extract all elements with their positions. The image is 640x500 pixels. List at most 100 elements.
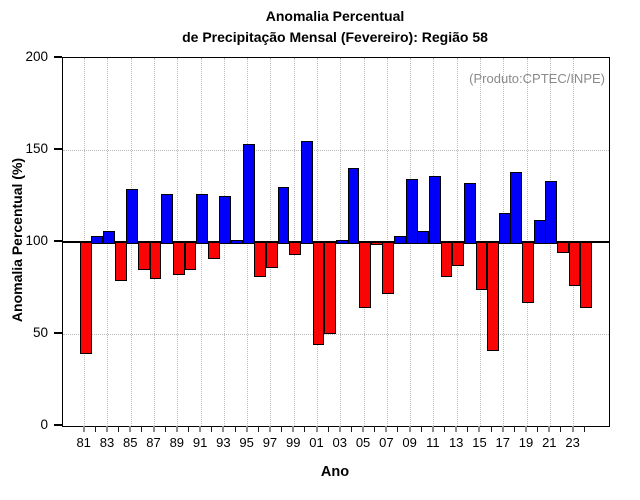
bar-2011 [429,175,441,244]
x-tick-1989 [175,426,178,432]
x-tick-2013 [455,426,458,432]
x-tick-2008 [397,426,399,432]
x-tick-2017 [501,426,504,432]
bar-2005 [359,242,371,309]
x-tick-label-1985: 85 [123,435,138,450]
x-tick-label-2011: 11 [426,435,440,450]
x-tick-label-1989: 89 [169,435,185,450]
bar-2018 [510,172,523,244]
y-tick-label-0: 0 [40,417,48,432]
x-tick-2012 [444,426,446,432]
x-tick-1993 [222,426,225,432]
x-tick-label-2017: 17 [495,435,510,450]
bar-1996 [254,242,267,278]
x-tick-2005 [362,426,365,432]
x-tick-1981 [82,426,85,432]
x-tick-1996 [257,426,259,432]
x-tick-1999 [292,426,295,432]
x-tick-1997 [268,426,271,432]
x-tick-1991 [199,426,202,432]
source-annotation: (Produto:CPTEC/INPE) [469,71,605,86]
bar-1989 [172,242,185,276]
x-tick-2022 [560,426,562,432]
bar-1995 [242,144,255,244]
x-tick-1985 [129,426,132,432]
y-tick-150 [54,148,62,150]
x-tick-1992 [211,426,213,432]
bar-1998 [277,186,290,244]
bar-2002 [324,242,337,335]
x-tick-2016 [490,426,492,432]
bar-2019 [522,242,534,303]
x-tick-1995 [245,426,248,432]
gridline-150 [63,149,609,151]
bar-1981 [79,242,92,355]
x-tick-2024 [583,426,585,432]
y-tick-50 [54,332,62,334]
bar-2009 [405,179,418,244]
x-tick-1998 [281,426,283,432]
x-tick-label-1997: 97 [262,435,278,450]
bar-1985 [126,188,139,244]
y-tick-label-50: 50 [32,325,48,340]
bar-1991 [196,194,208,244]
x-tick-1984 [118,426,120,432]
x-tick-2021 [548,426,551,432]
x-tick-2019 [525,426,528,432]
bar-1990 [184,242,197,270]
x-tick-2002 [327,426,329,432]
x-tick-2018 [513,426,515,432]
x-tick-label-1991: 91 [192,435,208,450]
x-tick-label-1999: 99 [285,435,301,450]
x-tick-1983 [105,426,108,432]
x-tick-label-2023: 23 [565,435,580,450]
plot-area [62,57,610,427]
bar-1986 [138,242,150,270]
x-tick-2020 [537,426,539,432]
x-tick-label-1981: 81 [76,435,91,450]
x-tick-label-1995: 95 [239,435,254,450]
bar-2023 [568,242,581,287]
bar-2021 [545,181,558,244]
x-tick-2004 [350,426,352,432]
x-tick-label-2019: 19 [518,435,534,450]
chart-title: Anomalia Percentual de Precipitação Mens… [35,6,635,48]
y-tick-200 [54,56,62,58]
x-tick-label-1983: 83 [99,435,115,450]
y-tick-0 [54,424,62,426]
bar-1992 [207,242,220,259]
x-tick-label-2001: 01 [309,435,324,450]
x-tick-2015 [478,426,481,432]
x-tick-label-2021: 21 [542,435,557,450]
bar-1994 [231,240,243,244]
bar-2020 [533,219,546,244]
chart-title-line2: de Precipitação Mensal (Fevereiro): Regi… [182,29,488,45]
bar-2003 [335,240,348,244]
bar-2000 [300,140,313,244]
bar-2016 [487,242,499,351]
x-tick-1994 [234,426,236,432]
y-tick-label-100: 100 [25,233,48,248]
bar-2007 [382,242,395,294]
x-tick-label-2005: 05 [355,435,371,450]
x-tick-2001 [315,426,318,432]
bar-1988 [161,194,174,244]
bar-1982 [91,236,104,244]
bar-2012 [440,242,453,278]
y-tick-100 [54,240,62,242]
x-axis-title: Ano [320,464,350,480]
x-tick-1990 [187,426,189,432]
x-tick-1986 [141,426,143,432]
x-tick-2014 [467,426,469,432]
x-tick-2023 [571,426,574,432]
bar-2014 [463,183,476,244]
bar-1983 [103,230,115,244]
x-tick-1988 [164,426,166,432]
x-tick-label-2015: 15 [472,435,487,450]
y-tick-label-200: 200 [25,49,48,64]
bar-2017 [498,212,511,244]
x-tick-label-2013: 13 [448,435,464,450]
x-tick-label-2007: 07 [379,435,394,450]
x-tick-2010 [420,426,422,432]
